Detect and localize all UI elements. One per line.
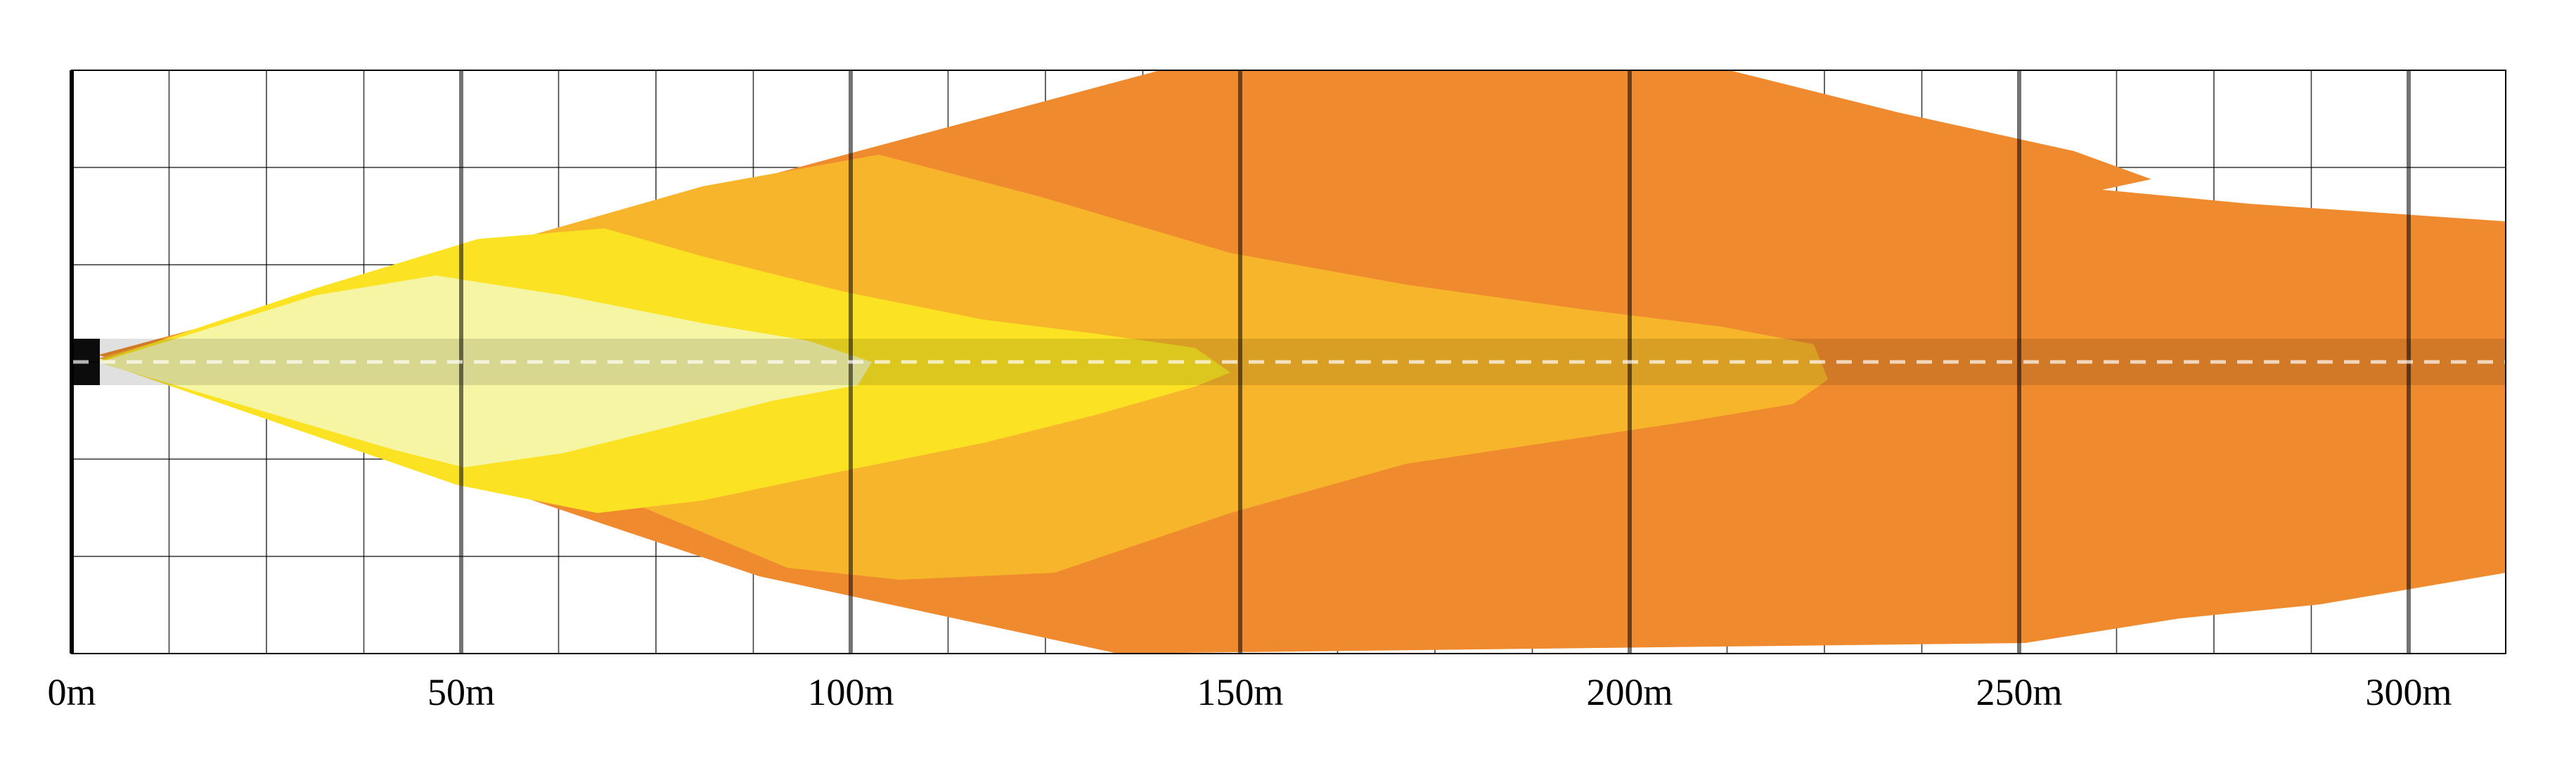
tick-label-0m: 0m xyxy=(47,671,96,713)
tick-label-50m: 50m xyxy=(427,671,495,713)
tick-label-200m: 200m xyxy=(1586,671,1673,713)
grid-frame xyxy=(71,70,2506,654)
beam-zone-near xyxy=(98,275,872,467)
tick-label-150m: 150m xyxy=(1197,671,1283,713)
tick-label-250m: 250m xyxy=(1976,671,2062,713)
tick-label-100m: 100m xyxy=(807,671,894,713)
distance-tick-labels: 0m 50m 100m 150m 200m 250m 300m xyxy=(47,671,2452,713)
tick-label-300m: 300m xyxy=(2365,671,2452,713)
